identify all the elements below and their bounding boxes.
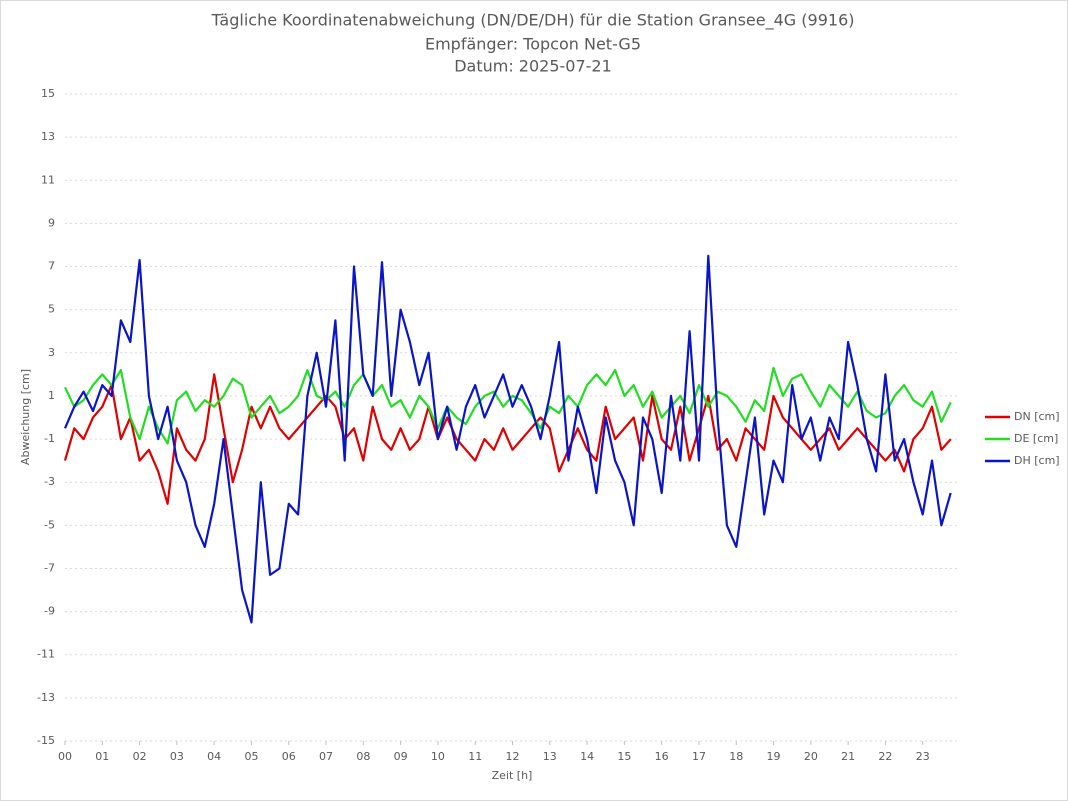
y-tick-label: 15 (41, 87, 55, 100)
legend-label: DN [cm] (1014, 410, 1060, 423)
x-tick-label: 08 (356, 750, 370, 763)
x-tick-label: 05 (244, 750, 258, 763)
x-tick-label: 01 (95, 750, 109, 763)
y-tick-label: 5 (48, 303, 55, 316)
x-tick-label: 22 (878, 750, 892, 763)
x-tick-label: 09 (394, 750, 408, 763)
y-tick-label: 7 (48, 260, 55, 273)
x-tick-label: 19 (767, 750, 781, 763)
x-tick-label: 02 (133, 750, 147, 763)
x-tick-label: 03 (170, 750, 184, 763)
y-tick-label: 1 (48, 389, 55, 402)
y-tick-label: -3 (44, 475, 55, 488)
chart-title: Tägliche Koordinatenabweichung (DN/DE/DH… (211, 11, 855, 31)
x-tick-label: 23 (916, 750, 930, 763)
x-tick-label: 14 (580, 750, 594, 763)
legend-label: DE [cm] (1014, 432, 1058, 445)
y-tick-label: -13 (37, 691, 55, 704)
data-line (63, 254, 952, 624)
y-tick-label: -1 (44, 432, 55, 445)
x-tick-label: 00 (58, 750, 72, 763)
y-axis-label: Abweichung [cm] (19, 369, 32, 465)
x-tick-label: 21 (841, 750, 855, 763)
x-tick-label: 12 (506, 750, 520, 763)
chart-date: Datum: 2025-07-21 (454, 57, 612, 76)
chart-subtitle: Empfänger: Topcon Net-G5 (425, 35, 641, 54)
y-tick-label: 11 (41, 173, 55, 186)
x-tick-label: 17 (692, 750, 706, 763)
y-tick-label: -15 (37, 734, 55, 747)
legend-label: DH [cm] (1014, 454, 1060, 467)
y-tick-label: 13 (41, 130, 55, 143)
y-tick-label: -5 (44, 518, 55, 531)
y-tick-label: -11 (37, 648, 55, 661)
x-axis-label: Zeit [h] (492, 769, 533, 782)
y-tick-label: -7 (44, 561, 55, 574)
x-tick-label: 11 (468, 750, 482, 763)
x-tick-label: 18 (729, 750, 743, 763)
data-line (64, 366, 952, 445)
x-tick-label: 06 (282, 750, 296, 763)
x-tick-label: 13 (543, 750, 557, 763)
x-tick-label: 20 (804, 750, 818, 763)
x-tick-label: 16 (655, 750, 669, 763)
y-tick-label: 3 (48, 346, 55, 359)
x-tick-label: 15 (617, 750, 631, 763)
y-tick-label: 9 (48, 216, 55, 229)
x-tick-label: 04 (207, 750, 221, 763)
y-tick-label: -9 (44, 605, 55, 618)
x-tick-label: 07 (319, 750, 333, 763)
data-line (63, 373, 952, 505)
x-tick-label: 10 (431, 750, 445, 763)
